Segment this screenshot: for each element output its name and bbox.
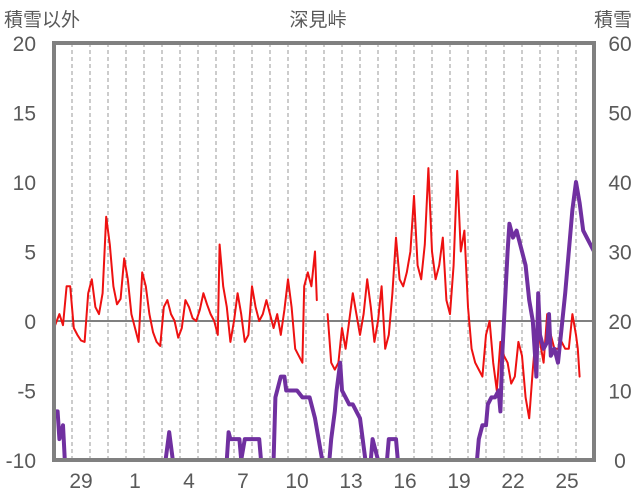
non-snow-line-2 [326,167,581,420]
left-tick-label: 5 [24,242,36,265]
right-tick-label: 60 [608,33,631,56]
right-tick-label: 50 [608,103,631,126]
left-tick-label: -10 [6,450,36,473]
x-tick-label: 4 [183,470,195,493]
x-tick-label: 7 [237,470,249,493]
left-tick-label: 10 [13,172,36,195]
series-layer [52,167,596,462]
x-tick-label: 25 [555,470,578,493]
x-tick-label: 16 [393,470,416,493]
x-axis-ticks: 29 1 4 7 10 13 16 19 22 25 [69,470,578,493]
right-tick-label: 20 [608,311,631,334]
x-tick-label: 22 [501,470,524,493]
x-tick-label: 10 [285,470,308,493]
left-tick-label: 0 [24,311,36,334]
right-tick-label: 10 [608,381,631,404]
left-axis-ticks: -10 -5 0 5 10 15 20 [6,33,36,473]
x-tick-label: 29 [69,470,92,493]
left-tick-label: 20 [13,33,36,56]
x-tick-label: 19 [447,470,470,493]
left-tick-label: -5 [17,381,36,404]
right-axis-ticks: 0 10 20 30 40 50 60 [608,33,631,473]
left-tick-label: 15 [13,103,36,126]
right-tick-label: 0 [614,450,626,473]
plot-frame [52,41,596,462]
snow-depth-line [52,180,596,462]
left-axis-label: 積雪以外 [4,9,80,31]
right-axis-label: 積雪 [594,9,632,31]
right-tick-label: 30 [608,242,631,265]
x-tick-label: 1 [129,470,141,493]
right-tick-label: 40 [608,172,631,195]
non-snow-line-1 [53,215,318,364]
x-tick-label: 13 [339,470,362,493]
chart-title: 深見峠 [289,9,346,31]
